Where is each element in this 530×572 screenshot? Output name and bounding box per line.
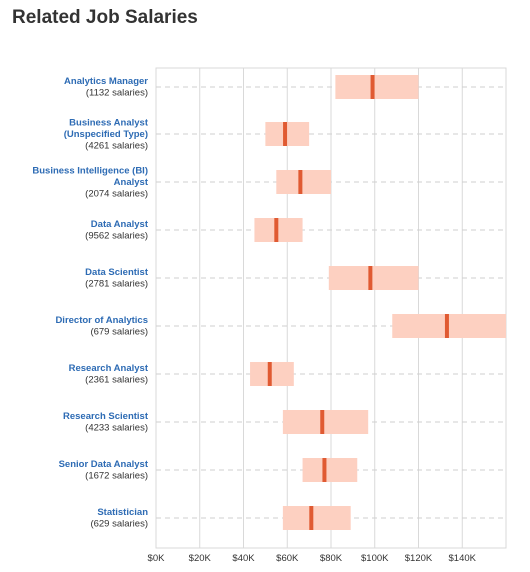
job-title-link[interactable]: Data Scientist: [85, 267, 149, 278]
x-tick-label: $40K: [232, 553, 255, 564]
x-tick-label: $80K: [320, 553, 343, 564]
salary-range-bar: [328, 266, 419, 290]
salary-count-label: (679 salaries): [90, 327, 148, 338]
salary-range-bar: [254, 218, 303, 242]
median-marker: [283, 122, 288, 146]
salary-range-bar: [392, 314, 506, 338]
salary-range-bar: [265, 122, 310, 146]
x-tick-label: $140K: [449, 553, 477, 564]
x-tick-label: $20K: [189, 553, 212, 564]
salary-range-bar: [282, 410, 369, 434]
job-title-link[interactable]: Analyst: [114, 177, 149, 188]
x-tick-label: $0K: [148, 553, 166, 564]
job-title-link[interactable]: Analytics Manager: [64, 76, 148, 87]
salary-count-label: (1132 salaries): [86, 88, 148, 99]
job-title-link[interactable]: Senior Data Analyst: [59, 459, 149, 470]
job-title-link[interactable]: (Unspecified Type): [64, 129, 148, 140]
x-tick-label: $60K: [276, 553, 299, 564]
salary-range-bar: [335, 75, 419, 99]
job-title-link[interactable]: Research Scientist: [63, 411, 149, 422]
page-title: Related Job Salaries: [12, 7, 198, 28]
median-marker: [322, 458, 327, 482]
job-title-link[interactable]: Data Analyst: [91, 219, 149, 230]
job-title-link[interactable]: Director of Analytics: [55, 315, 148, 326]
salary-count-label: (4233 salaries): [85, 423, 148, 434]
salary-count-label: (629 salaries): [90, 519, 148, 530]
salary-range-bar: [250, 362, 294, 386]
median-marker: [274, 218, 279, 242]
job-title-link[interactable]: Business Analyst: [69, 117, 149, 128]
job-title-link[interactable]: Business Intelligence (BI): [32, 165, 148, 176]
salary-count-label: (2361 salaries): [85, 375, 148, 386]
x-tick-label: $120K: [405, 553, 433, 564]
salary-count-label: (2074 salaries): [85, 188, 148, 199]
job-title-link[interactable]: Statistician: [97, 507, 148, 518]
salary-count-label: (1672 salaries): [85, 471, 148, 482]
median-marker: [444, 314, 449, 338]
median-marker: [320, 410, 325, 434]
median-marker: [267, 362, 272, 386]
job-title-link[interactable]: Research Analyst: [69, 363, 149, 374]
salary-count-label: (4261 salaries): [85, 140, 148, 151]
median-marker: [368, 266, 373, 290]
salary-count-label: (2781 salaries): [85, 279, 148, 290]
salary-range-bar: [276, 170, 331, 194]
salary-count-label: (9562 salaries): [85, 231, 148, 242]
x-tick-label: $100K: [361, 553, 389, 564]
salary-range-bar: [282, 506, 351, 530]
median-marker: [370, 75, 375, 99]
median-marker: [298, 170, 303, 194]
salary-range-bar: [302, 458, 358, 482]
median-marker: [309, 506, 314, 530]
